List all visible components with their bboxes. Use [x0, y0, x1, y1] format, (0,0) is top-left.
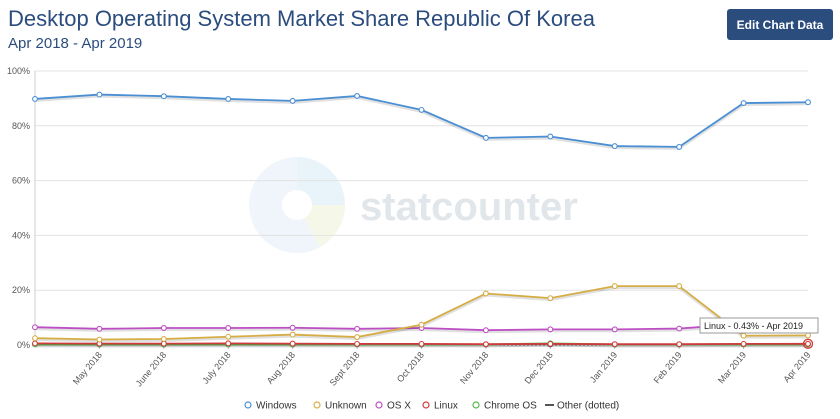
legend-item-unknown[interactable]: Unknown [325, 401, 367, 412]
legend-item-windows[interactable]: Windows [256, 401, 297, 412]
data-point-linux[interactable] [289, 340, 296, 347]
series-shadow-windows [34, 94, 809, 150]
legend: Windows Unknown OS X Linux Chrome OS Other (d… [244, 401, 619, 412]
data-point-windows[interactable] [676, 143, 683, 150]
data-point-windows[interactable] [740, 100, 747, 107]
data-point-unknown[interactable] [740, 332, 747, 339]
data-point-windows[interactable] [482, 134, 489, 141]
x-tick-label: Jan 2019 [588, 350, 619, 385]
data-point-linux[interactable] [611, 341, 618, 348]
data-point-os-x[interactable] [676, 325, 683, 332]
y-axis: 0% 20% 40% 60% 80% 100% [7, 66, 30, 350]
data-point-linux[interactable] [676, 341, 683, 348]
x-tick-label: Apr 2019 [781, 350, 812, 384]
data-point-unknown[interactable] [676, 283, 683, 290]
legend-item-os-x[interactable]: OS X [387, 401, 411, 412]
data-point-windows[interactable] [354, 92, 361, 99]
x-tick-label: Oct 2018 [395, 350, 426, 384]
data-point-linux[interactable] [354, 340, 361, 347]
data-point-linux[interactable] [547, 340, 554, 347]
data-point-os-x[interactable] [32, 324, 38, 331]
chart-subtitle: Apr 2018 - Apr 2019 [8, 35, 143, 52]
data-point-linux[interactable] [225, 340, 232, 347]
legend-marker-chrome-os [472, 401, 480, 409]
tooltip-box [699, 317, 819, 334]
data-point-windows[interactable] [611, 143, 618, 150]
data-point-windows[interactable] [225, 95, 232, 102]
x-tick-label: June 2018 [134, 350, 169, 389]
legend-marker-linux [422, 401, 430, 409]
y-tick-label: 60% [12, 176, 30, 186]
x-tick-label: Mar 2019 [716, 350, 748, 386]
watermark-logo-hole [282, 190, 312, 220]
statcounter-watermark: statcounter [249, 157, 578, 253]
data-point-windows[interactable] [289, 97, 296, 104]
legend-marker-os-x [375, 401, 383, 409]
data-point-os-x[interactable] [354, 325, 361, 332]
y-tick-label: 40% [12, 230, 30, 240]
chart-title: Desktop Operating System Market Share Re… [8, 6, 595, 31]
y-tick-label: 0% [17, 340, 30, 350]
data-point-windows[interactable] [160, 93, 167, 100]
data-point-os-x[interactable] [611, 326, 618, 333]
data-point-os-x[interactable] [547, 326, 554, 333]
series-line-windows[interactable] [34, 93, 809, 148]
data-point-linux[interactable] [740, 340, 747, 347]
data-point-linux[interactable] [482, 341, 489, 348]
watermark-logo-segment [297, 205, 345, 247]
series-line-unknown[interactable] [34, 285, 809, 341]
data-point-linux[interactable] [418, 340, 425, 347]
data-point-windows[interactable] [805, 99, 811, 106]
data-point-os-x[interactable] [160, 325, 167, 331]
data-point-windows[interactable] [32, 95, 38, 102]
data-point-unknown[interactable] [96, 336, 103, 343]
x-axis: May 2018 June 2018 July 2018 Aug 2018 Sept 2… [71, 345, 813, 388]
data-point-windows[interactable] [418, 106, 425, 113]
tooltip: Linux - 0.43% - Apr 2019 [699, 317, 819, 334]
data-point-unknown[interactable] [418, 321, 425, 328]
tooltip-text: Linux - 0.43% - Apr 2019 [704, 321, 803, 331]
data-point-unknown[interactable] [160, 336, 167, 342]
data-point-linux[interactable] [805, 340, 811, 347]
data-point-unknown[interactable] [611, 283, 618, 290]
data-point-unknown[interactable] [482, 290, 489, 297]
data-point-os-x[interactable] [482, 327, 489, 334]
legend-item-other-dotted[interactable]: Other (dotted) [557, 401, 619, 412]
x-tick-label: Sept 2018 [328, 350, 362, 388]
watermark-text: statcounter [360, 185, 578, 229]
y-tick-label: 20% [12, 285, 30, 295]
data-point-linux[interactable] [32, 340, 38, 347]
hover-highlight-point [802, 338, 814, 349]
data-point-unknown[interactable] [225, 333, 232, 340]
edit-chart-data-button[interactable]: Edit Chart Data [727, 9, 833, 40]
data-point-os-x[interactable] [96, 325, 103, 332]
x-tick-label: May 2018 [71, 350, 104, 387]
data-point-windows[interactable] [547, 133, 554, 140]
series-layer [32, 91, 814, 349]
data-point-unknown[interactable] [354, 334, 361, 341]
x-tick-label: Feb 2019 [652, 350, 684, 386]
data-point-unknown[interactable] [32, 335, 38, 342]
y-tick-label: 100% [7, 66, 30, 76]
data-point-unknown[interactable] [289, 331, 296, 338]
y-tick-label: 80% [12, 121, 30, 131]
x-tick-label: July 2018 [200, 350, 232, 386]
data-point-os-x[interactable] [225, 325, 232, 331]
x-tick-label: Nov 2018 [458, 350, 490, 386]
legend-marker-unknown [313, 401, 321, 409]
data-point-unknown[interactable] [547, 295, 554, 302]
data-point-windows[interactable] [96, 91, 103, 98]
data-point-unknown[interactable] [805, 332, 811, 339]
x-tick-label: Dec 2018 [522, 350, 554, 386]
legend-marker-windows [244, 401, 252, 409]
legend-item-chrome-os[interactable]: Chrome OS [484, 401, 537, 412]
data-point-os-x[interactable] [289, 324, 296, 331]
x-tick-label: Aug 2018 [265, 350, 297, 386]
legend-item-linux[interactable]: Linux [434, 401, 458, 412]
